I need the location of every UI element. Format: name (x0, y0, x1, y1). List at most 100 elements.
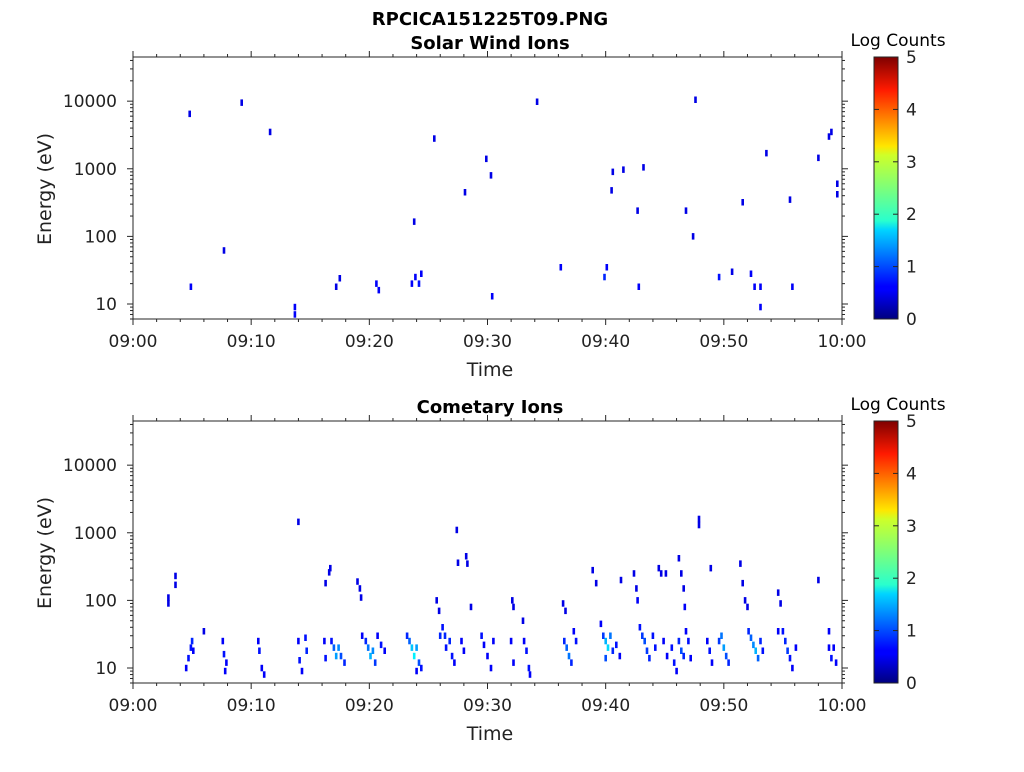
x-tick-label: 09:00 (109, 696, 158, 716)
heatmap-cell (420, 270, 423, 277)
heatmap-cell (466, 560, 469, 567)
x-tick-label: 09:40 (581, 696, 630, 716)
heatmap-cell (324, 579, 327, 587)
heatmap-cell (262, 671, 266, 678)
heatmap-cell (645, 647, 649, 654)
heatmap-cell (638, 624, 642, 631)
heatmap-cell (373, 659, 377, 666)
colorbar-label: Log Counts (850, 395, 945, 415)
heatmap-cell (827, 644, 831, 651)
cometary-xlabel: Time (466, 723, 514, 745)
heatmap-cell (689, 654, 692, 662)
plot-frame (132, 56, 843, 320)
cometary-ylabel: Energy (eV) (34, 497, 56, 609)
heatmap-cell (606, 644, 610, 651)
heatmap-cell (574, 637, 578, 645)
colorbar-tick-label: 3 (906, 517, 917, 537)
x-tick-label: 09:00 (109, 332, 158, 352)
heatmap-cell (527, 664, 531, 672)
x-tick-label: 09:50 (699, 332, 748, 352)
heatmap-cell (776, 628, 780, 635)
colorbar-tick-label: 5 (906, 412, 917, 432)
colorbar-tick-label: 3 (906, 153, 917, 173)
heatmap-cell (591, 566, 594, 574)
heatmap-cell (304, 634, 307, 641)
y-tick-label: 100 (85, 227, 117, 247)
heatmap-cell (298, 657, 301, 664)
colorbar-gradient (873, 56, 899, 320)
heatmap-cell (709, 564, 713, 572)
colorbar-tick-label: 2 (906, 205, 917, 225)
colorbar-gradient (873, 420, 899, 684)
heatmap-cell (662, 637, 665, 645)
heatmap-cell (297, 637, 300, 645)
heatmap-cell (564, 607, 567, 615)
heatmap-cell (605, 264, 609, 271)
heatmap-cell (665, 652, 669, 660)
x-tick-label: 09:10 (227, 332, 276, 352)
colorbar-tick-label: 1 (906, 258, 917, 278)
heatmap-cell (680, 647, 683, 654)
heatmap-cell (379, 641, 383, 649)
solar-wind-cells (188, 96, 839, 318)
heatmap-cell (741, 199, 744, 206)
x-tick-label: 09:30 (463, 696, 512, 716)
heatmap-cell (221, 637, 225, 645)
heatmap-cell (332, 644, 336, 651)
heatmap-cell (832, 644, 835, 651)
heatmap-cell (189, 644, 193, 651)
heatmap-cell (609, 632, 612, 639)
heatmap-cell (730, 268, 734, 275)
solar-wind-axes: 09:00 09:10 09:20 09:30 09:40 09:50 10:00 10 100… (63, 51, 867, 352)
colorbar-label: Log Counts (850, 31, 945, 51)
cometary-colorbar: Log Counts 0 1 2 3 4 5 (850, 395, 945, 694)
solar-wind-ylabel: Energy (eV) (34, 133, 56, 245)
heatmap-cell (791, 283, 794, 290)
heatmap-cell (433, 135, 436, 142)
heatmap-cell (706, 637, 709, 645)
heatmap-cell (268, 128, 272, 136)
heatmap-cell (759, 303, 762, 311)
heatmap-cell (360, 632, 364, 639)
heatmap-cell (337, 644, 340, 651)
heatmap-cell (559, 264, 563, 271)
heatmap-cell (414, 273, 417, 281)
heatmap-cell (565, 644, 568, 651)
heatmap-cell (637, 283, 641, 290)
heatmap-cell (830, 128, 833, 136)
heatmap-cell (417, 280, 421, 287)
heatmap-cell (453, 659, 456, 666)
heatmap-cell (761, 647, 765, 654)
x-tick-label: 09:40 (581, 332, 630, 352)
x-tick-label: 09:50 (699, 696, 748, 716)
heatmap-cell (469, 603, 473, 611)
heatmap-cell (482, 641, 486, 649)
heatmap-cell (521, 617, 525, 624)
heatmap-cell (791, 664, 794, 672)
cometary-cells (167, 515, 838, 678)
heatmap-cell (489, 664, 493, 672)
heatmap-cell (747, 628, 750, 635)
heatmap-cell (717, 637, 721, 645)
heatmap-cell (677, 555, 681, 562)
heatmap-cell (632, 570, 636, 577)
heatmap-cell (710, 659, 714, 666)
heatmap-cell (643, 637, 646, 645)
heatmap-cell (739, 560, 742, 567)
heatmap-cell (257, 637, 260, 645)
heatmap-cell (677, 637, 681, 645)
heatmap-cell (708, 647, 711, 654)
y-tick-label: 10000 (63, 456, 117, 476)
heatmap-cell (464, 553, 468, 560)
heatmap-cell (456, 559, 460, 566)
heatmap-cell (225, 659, 228, 666)
heatmap-cell (794, 644, 798, 651)
heatmap-cell (619, 576, 623, 584)
cometary-axes: 09:00 09:10 09:20 09:30 09:40 09:50 10:00 10 100… (63, 415, 867, 716)
heatmap-cell (323, 637, 326, 645)
heatmap-cell (486, 652, 489, 660)
heatmap-cell (408, 637, 411, 645)
y-tick-label: 10 (95, 295, 117, 315)
heatmap-cell (635, 585, 638, 592)
heatmap-cell (293, 311, 297, 318)
